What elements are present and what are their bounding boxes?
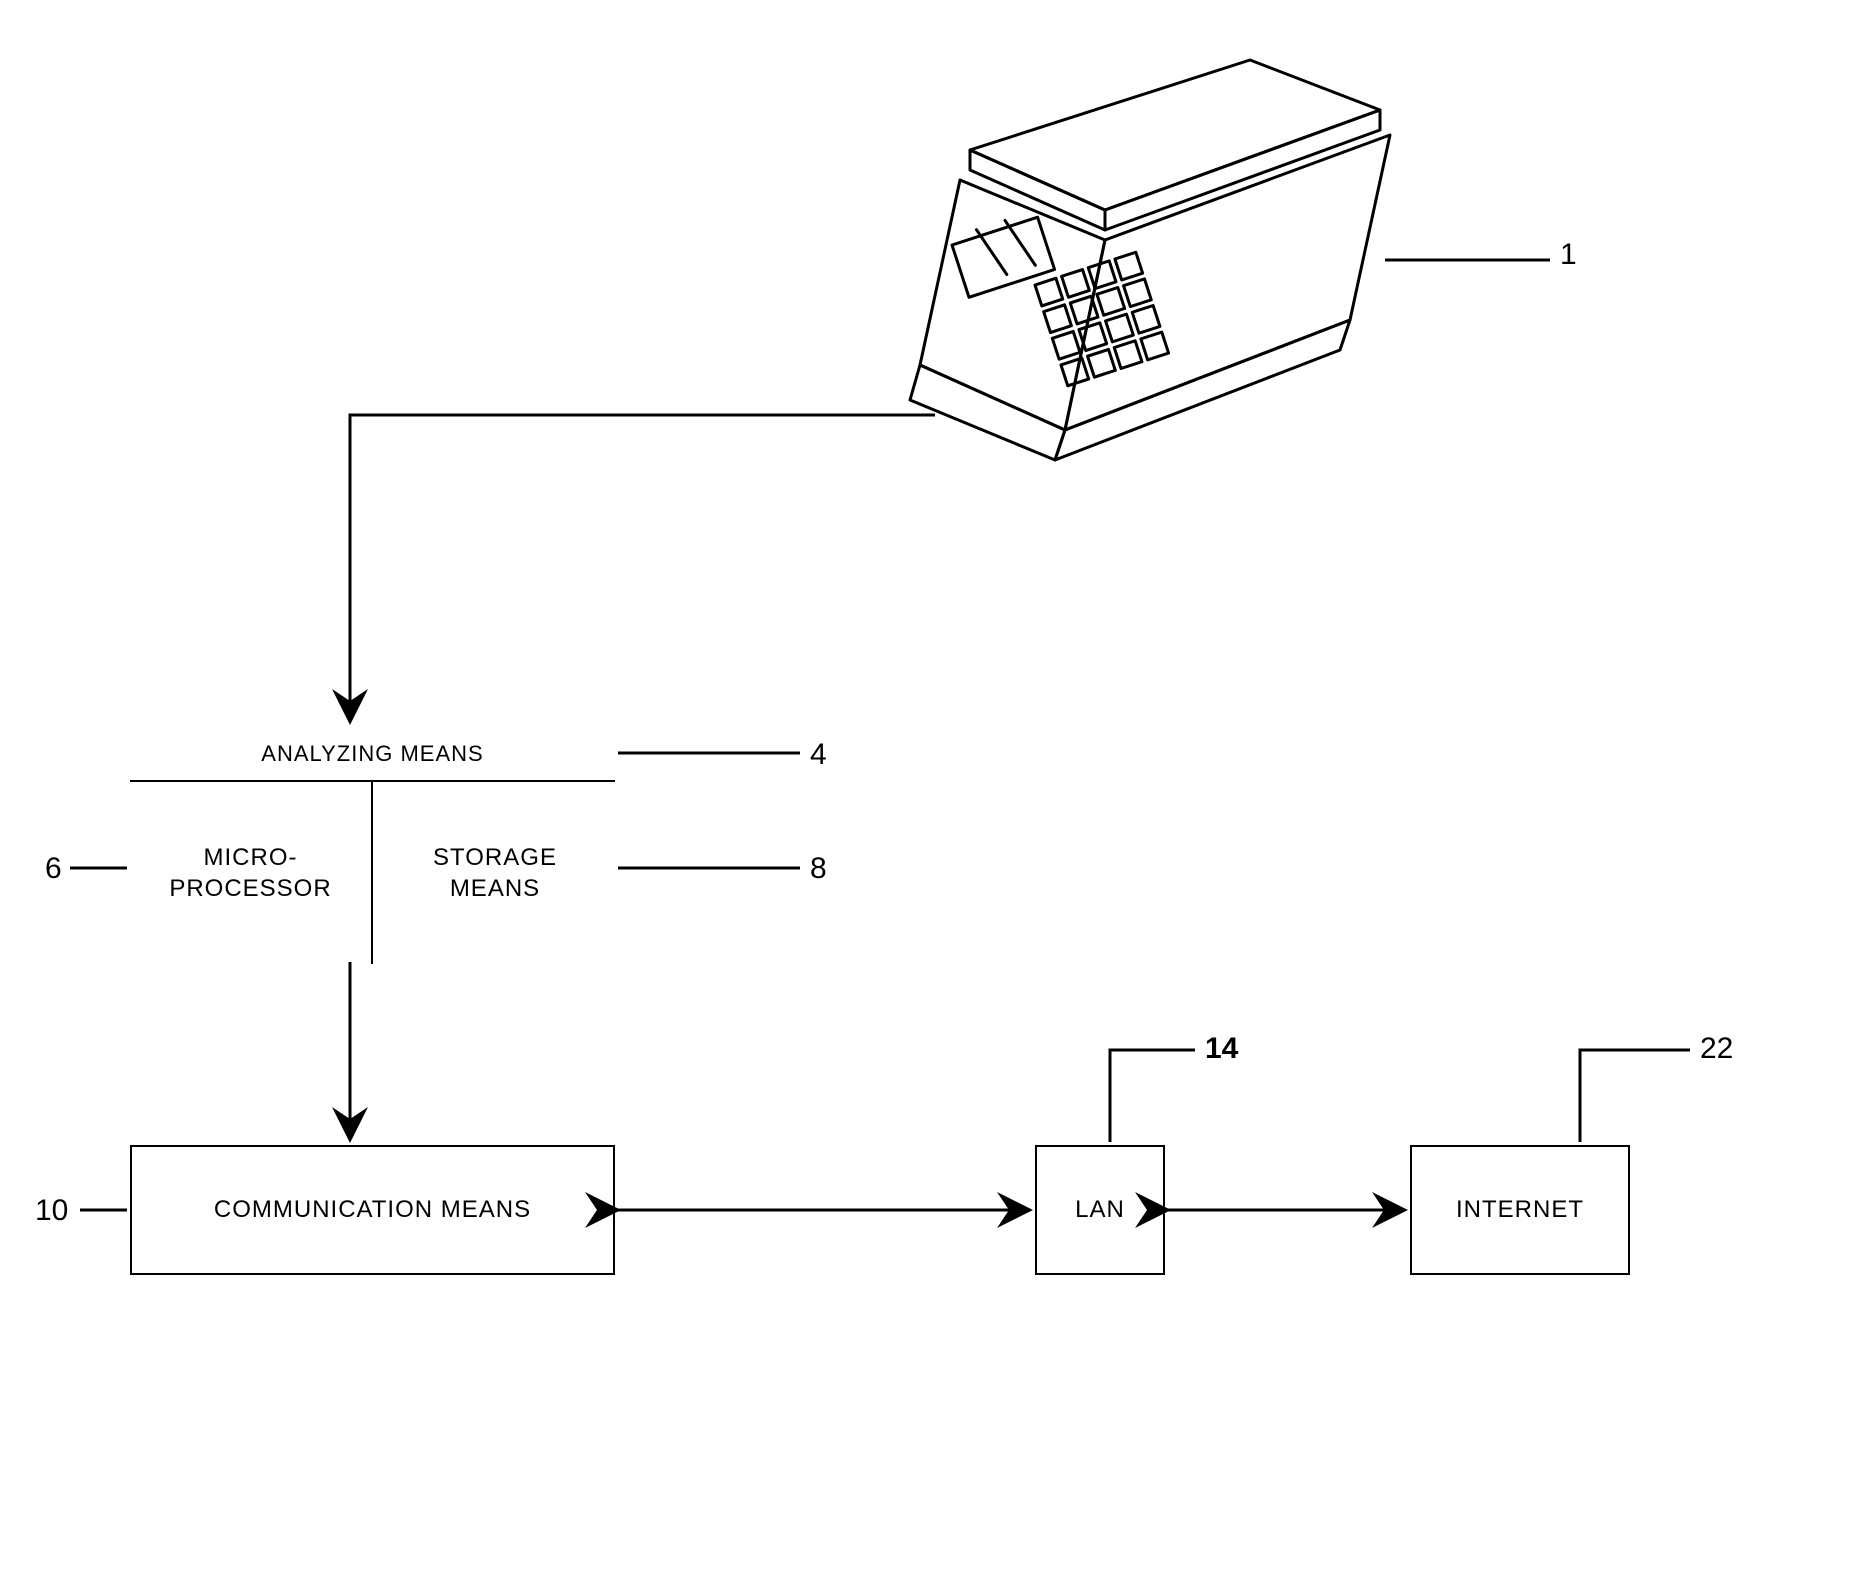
block-diagram: ANALYZING MEANS MICRO- PROCESSOR STORAGE… [0, 0, 1852, 1579]
connectors [0, 0, 1852, 1579]
